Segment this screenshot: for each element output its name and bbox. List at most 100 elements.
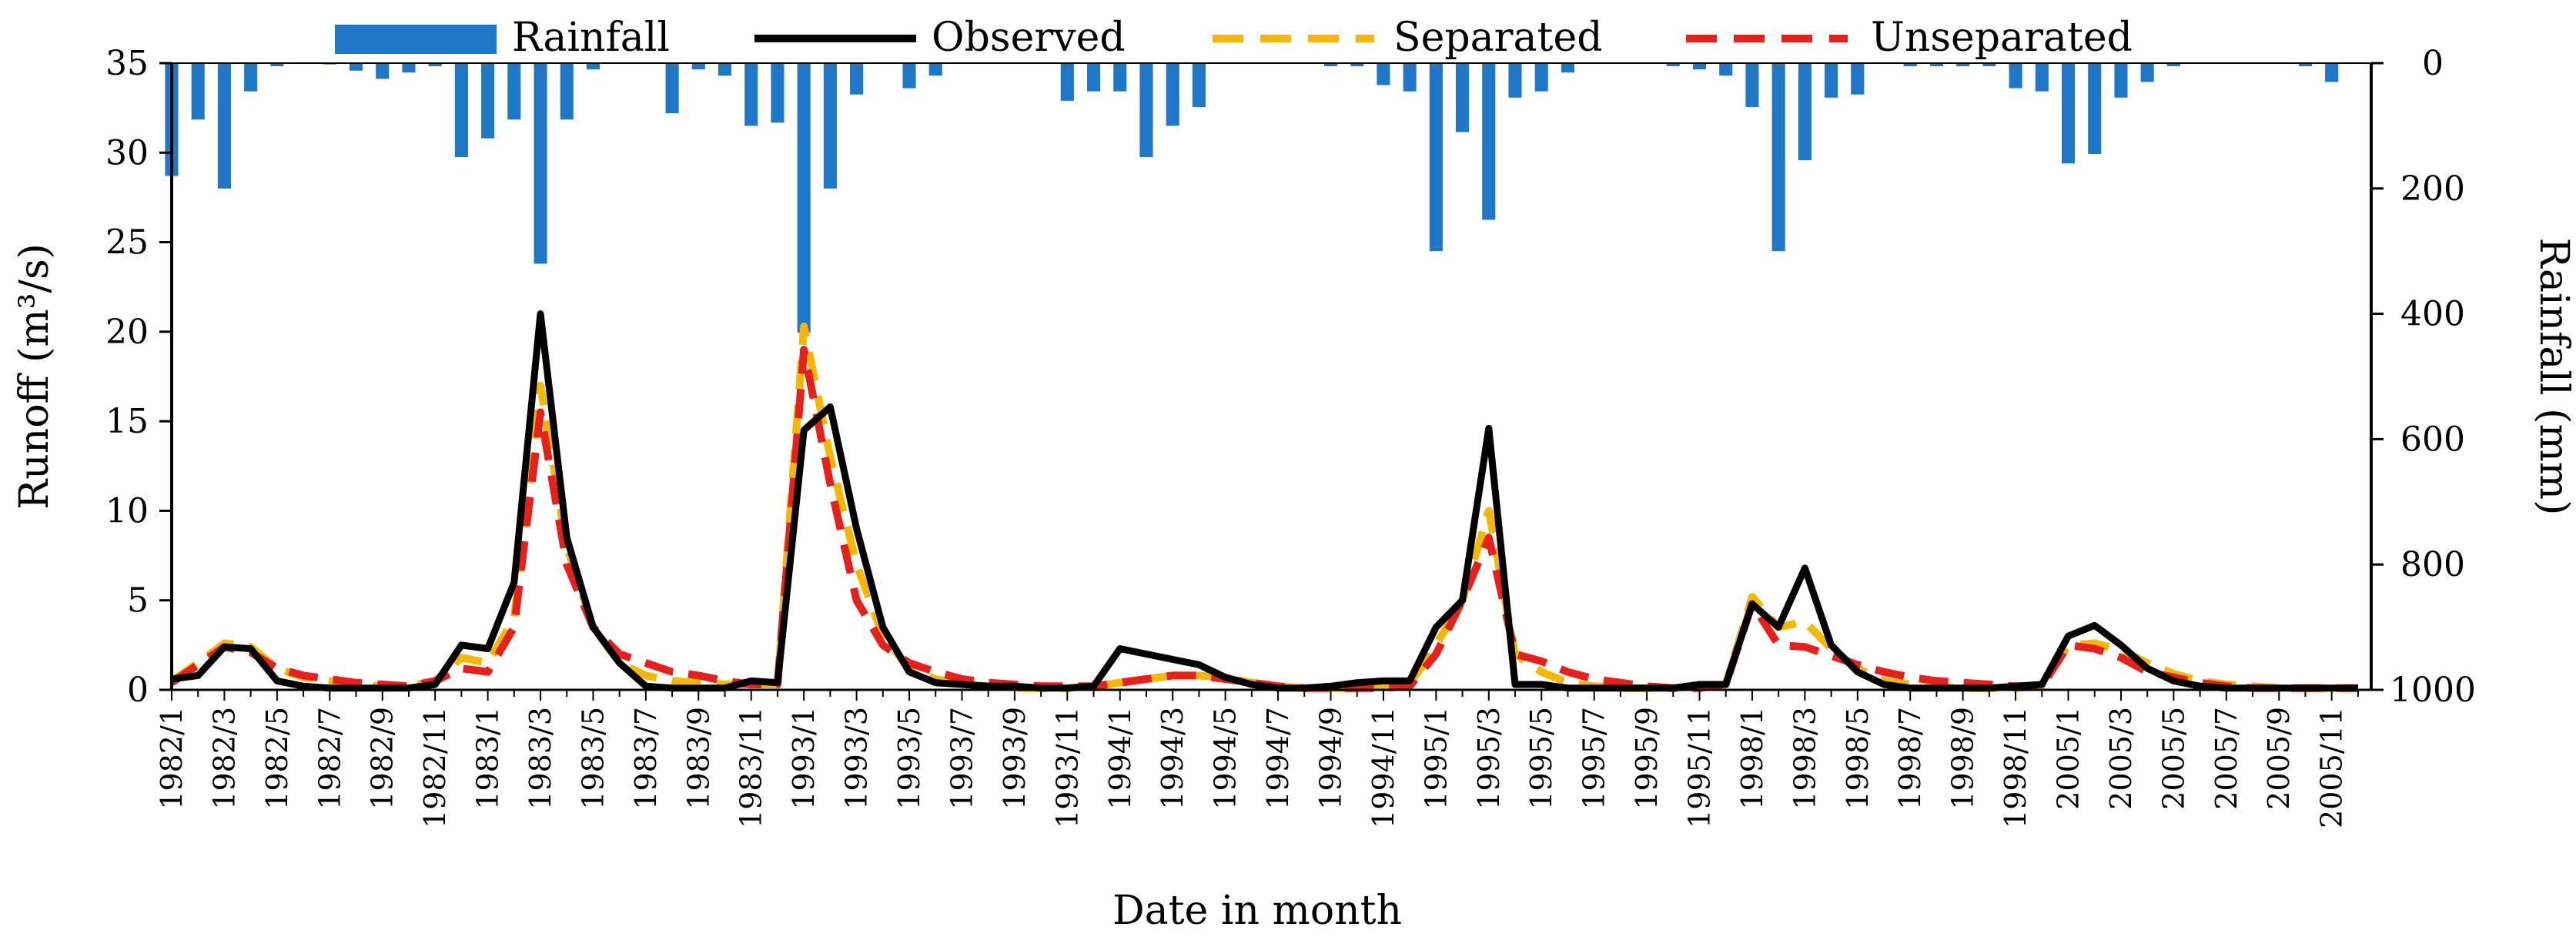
rainfall-bar (1929, 63, 1943, 67)
rainfall-bar (1534, 63, 1548, 92)
legend-label-rainfall: Rainfall (512, 15, 670, 61)
x-tick-label: 1983/11 (734, 707, 768, 828)
rainfall-bar (1956, 63, 1970, 67)
rainfall-bar (1825, 63, 1838, 98)
rainfall-bar (1377, 63, 1390, 85)
right-y-tick-label: 1000 (2390, 671, 2476, 710)
rainfall-bar (1561, 63, 1574, 73)
rainfall-bar (2325, 63, 2339, 82)
x-tick-label: 1998/9 (1946, 707, 1980, 810)
rainfall-bar (2035, 63, 2049, 92)
rainfall-bar (1166, 63, 1179, 126)
rainfall-bar (665, 63, 679, 114)
rainfall-bar (1113, 63, 1127, 92)
x-axis-title: Date in month (1112, 888, 1402, 934)
rainfall-bar (1982, 63, 1996, 67)
rainfall-bar (1903, 63, 1917, 67)
x-tick-label: 1994/9 (1313, 707, 1347, 810)
rainfall-bar (534, 63, 547, 264)
rainfall-bar (771, 63, 785, 123)
series-line-observed (171, 310, 2358, 692)
rainfall-bar (1798, 63, 1812, 161)
rainfall-bar (1482, 63, 1496, 220)
left-y-tick-label: 15 (105, 402, 149, 441)
rainfall-bar (1456, 63, 1470, 132)
x-tick-label: 2005/5 (2156, 707, 2190, 810)
rainfall-bar (1508, 63, 1522, 98)
right-y-tick-label: 0 (2422, 44, 2444, 83)
rainfall-bar (1429, 63, 1443, 252)
left-y-tick-label: 25 (105, 223, 149, 263)
x-tick-label: 1994/1 (1103, 707, 1137, 810)
legend: Rainfall Observed Separated Unseparated (335, 15, 2133, 61)
rainfall-bar (1323, 63, 1338, 67)
x-tick-label: 1993/11 (1050, 707, 1084, 828)
rainfall-bar (1403, 63, 1417, 92)
x-tick-label: 1983/9 (681, 707, 715, 810)
rainfall-bar (1666, 63, 1680, 67)
x-tick-label: 1995/3 (1472, 707, 1506, 810)
x-tick-label: 1994/11 (1367, 707, 1400, 828)
x-tick-label: 1995/5 (1524, 707, 1558, 810)
x-tick-label: 1993/9 (998, 707, 1032, 810)
rainfall-bar (586, 63, 601, 70)
y-axis-title-left: Runoff (m³/s) (12, 243, 58, 510)
left-y-tick-label: 20 (105, 313, 149, 352)
rainfall-bar (2088, 63, 2102, 155)
right-y-tick-label: 400 (2400, 295, 2465, 334)
runoff-lines (169, 310, 2358, 692)
rainfall-bar (1060, 63, 1074, 101)
x-tick-label: 1993/3 (840, 707, 874, 810)
x-tick-label: 1998/5 (1841, 707, 1875, 810)
x-tick-label: 1983/5 (576, 707, 610, 810)
right-y-tick-label: 200 (2400, 169, 2465, 209)
left-y-ticks: 0 5 10 15 20 25 30 35 (105, 44, 172, 710)
x-ticks: 1982/1 1982/3 1982/5 1982/7 1982/9 1982/11 198… (155, 690, 2359, 828)
rainfall-bar (217, 63, 231, 189)
x-tick-label: 1982/9 (366, 707, 400, 810)
rainfall-bar (270, 63, 284, 67)
rainfall-bar (1692, 63, 1707, 70)
rainfall-bars (165, 63, 2339, 333)
x-tick-label: 1982/11 (418, 707, 452, 828)
x-tick-label: 1983/1 (471, 707, 505, 810)
x-tick-label: 1982/5 (260, 707, 294, 810)
rainfall-bar (1139, 63, 1153, 158)
right-y-ticks: 0 200 400 600 800 1000 (2371, 44, 2476, 710)
y-axis-title-right: Rainfall (mm) (2531, 238, 2576, 516)
rainfall-bar (1086, 63, 1101, 92)
x-tick-label: 1982/1 (155, 707, 189, 810)
rainfall-bar (850, 63, 864, 95)
x-tick-label: 1993/1 (787, 707, 821, 810)
rainfall-bar (454, 63, 468, 158)
rainfall-bar (560, 63, 574, 120)
rainfall-bar (1192, 63, 1206, 107)
rainfall-bar (1745, 63, 1759, 107)
left-y-tick-label: 30 (105, 133, 149, 172)
rainfall-bar (823, 63, 837, 189)
x-tick-label: 1983/7 (629, 707, 663, 810)
right-y-tick-label: 800 (2400, 545, 2465, 584)
x-tick-label: 1994/7 (1261, 707, 1295, 810)
rainfall-bar (691, 63, 705, 70)
legend-label-observed: Observed (932, 15, 1126, 61)
x-tick-label: 1983/3 (524, 707, 557, 810)
rainfall-bar (402, 63, 416, 73)
series-line-separated (169, 322, 2358, 692)
rainfall-bar (2009, 63, 2022, 89)
rainfall-bar (2061, 63, 2076, 164)
rainfall-bar (928, 63, 942, 76)
rainfall-bar (191, 63, 205, 120)
rainfall-bar (2140, 63, 2154, 82)
rainfall-bar (1851, 63, 1865, 95)
x-tick-label: 1995/9 (1630, 707, 1664, 810)
x-tick-label: 1993/7 (945, 707, 979, 810)
x-tick-label: 2005/1 (2052, 707, 2086, 810)
rainfall-bar (902, 63, 916, 89)
x-tick-label: 1995/1 (1419, 707, 1453, 810)
rainfall-bar (428, 63, 442, 67)
x-tick-label: 1994/3 (1156, 707, 1189, 810)
rainfall-bar (718, 63, 732, 76)
rainfall-bar (349, 63, 363, 71)
legend-label-unseparated: Unseparated (1871, 15, 2133, 61)
